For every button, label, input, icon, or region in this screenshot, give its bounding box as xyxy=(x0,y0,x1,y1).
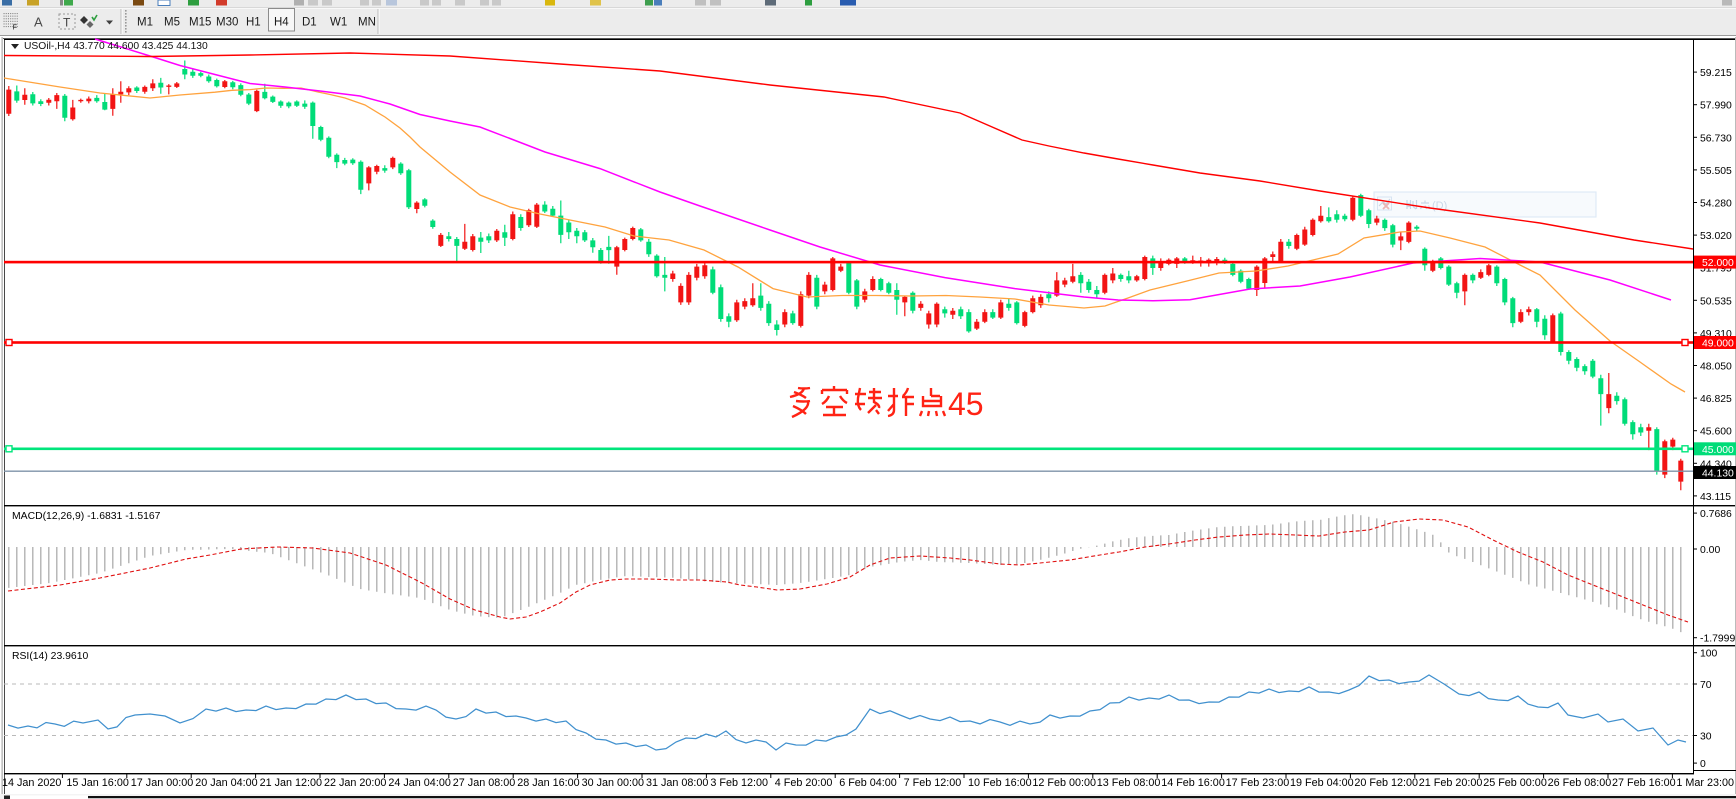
svg-text:44.130: 44.130 xyxy=(1702,469,1734,480)
svg-text:28 Jan 16:00: 28 Jan 16:00 xyxy=(517,777,579,789)
svg-text:17 Jan 00:00: 17 Jan 00:00 xyxy=(131,777,193,789)
svg-text:-1.7999: -1.7999 xyxy=(1700,634,1735,645)
svg-text:52.000: 52.000 xyxy=(1702,258,1734,269)
svg-text:0.7686: 0.7686 xyxy=(1700,509,1732,520)
svg-text:15 Jan 16:00: 15 Jan 16:00 xyxy=(66,777,128,789)
svg-text:19 Feb 04:00: 19 Feb 04:00 xyxy=(1290,777,1354,789)
svg-text:10 Feb 16:00: 10 Feb 16:00 xyxy=(968,777,1032,789)
svg-text:M5: M5 xyxy=(164,17,180,29)
svg-text:30: 30 xyxy=(1700,732,1712,743)
svg-text:0.00: 0.00 xyxy=(1700,545,1720,556)
svg-text:25 Feb 00:00: 25 Feb 00:00 xyxy=(1483,777,1547,789)
svg-text:3 Feb 12:00: 3 Feb 12:00 xyxy=(710,777,768,789)
svg-text:14 Jan 2020: 14 Jan 2020 xyxy=(2,777,61,789)
svg-text:57.990: 57.990 xyxy=(1700,101,1732,112)
svg-text:H4: H4 xyxy=(274,17,289,29)
svg-text:W1: W1 xyxy=(330,17,347,29)
svg-text:6 Feb 04:00: 6 Feb 04:00 xyxy=(839,777,897,789)
svg-text:21 Jan 12:00: 21 Jan 12:00 xyxy=(260,777,322,789)
svg-text:45: 45 xyxy=(948,386,984,422)
svg-text:27 Jan 08:00: 27 Jan 08:00 xyxy=(453,777,515,789)
svg-text:M1: M1 xyxy=(137,17,153,29)
svg-text:43.115: 43.115 xyxy=(1700,492,1731,503)
svg-text:D1: D1 xyxy=(302,17,317,29)
svg-text:51.795: 51.795 xyxy=(1700,264,1732,275)
svg-text:48.050: 48.050 xyxy=(1700,362,1732,373)
svg-text:56.730: 56.730 xyxy=(1700,133,1732,144)
svg-text:45.600: 45.600 xyxy=(1700,427,1732,438)
svg-text:MN: MN xyxy=(358,17,376,29)
svg-text:54.280: 54.280 xyxy=(1700,199,1732,210)
svg-text:20 Feb 12:00: 20 Feb 12:00 xyxy=(1354,777,1418,789)
svg-text:45.000: 45.000 xyxy=(1702,445,1734,456)
svg-text:F: F xyxy=(13,23,18,32)
svg-text:21 Feb 20:00: 21 Feb 20:00 xyxy=(1419,777,1483,789)
svg-text:46.825: 46.825 xyxy=(1700,394,1732,405)
svg-text:59.215: 59.215 xyxy=(1700,68,1732,79)
svg-text:26 Feb 08:00: 26 Feb 08:00 xyxy=(1548,777,1612,789)
svg-text:70: 70 xyxy=(1700,680,1712,691)
svg-text:100: 100 xyxy=(1700,649,1718,660)
svg-text:50.535: 50.535 xyxy=(1700,296,1732,307)
svg-text:22 Jan 20:00: 22 Jan 20:00 xyxy=(324,777,386,789)
svg-text:31 Jan 08:00: 31 Jan 08:00 xyxy=(646,777,708,789)
svg-text:12 Feb 00:00: 12 Feb 00:00 xyxy=(1032,777,1096,789)
svg-text:24 Jan 04:00: 24 Jan 04:00 xyxy=(388,777,450,789)
svg-text:55.505: 55.505 xyxy=(1700,166,1732,177)
svg-text:27 Feb 16:00: 27 Feb 16:00 xyxy=(1612,777,1676,789)
svg-text:M15: M15 xyxy=(189,17,211,29)
svg-text:0: 0 xyxy=(1700,759,1706,770)
svg-text:RSI(14) 23.9610: RSI(14) 23.9610 xyxy=(12,651,88,662)
svg-text:13 Feb 08:00: 13 Feb 08:00 xyxy=(1097,777,1161,789)
svg-text:14 Feb 16:00: 14 Feb 16:00 xyxy=(1161,777,1225,789)
svg-text:MACD(12,26,9) -1.6831 -1.5167: MACD(12,26,9) -1.6831 -1.5167 xyxy=(12,511,161,522)
svg-text:T: T xyxy=(63,16,71,30)
svg-text:49.310: 49.310 xyxy=(1700,329,1732,340)
svg-text:USOil-,H4 43.770 44.600 43.42: USOil-,H4 43.770 44.600 43.425 44.130 xyxy=(24,41,208,52)
svg-text:53.020: 53.020 xyxy=(1700,231,1732,242)
svg-text:49.000: 49.000 xyxy=(1702,339,1734,350)
svg-text:H1: H1 xyxy=(246,17,261,29)
svg-text:M30: M30 xyxy=(216,17,238,29)
svg-text:30 Jan 00:00: 30 Jan 00:00 xyxy=(582,777,644,789)
svg-text:4 Feb 20:00: 4 Feb 20:00 xyxy=(775,777,833,789)
svg-text:44.340: 44.340 xyxy=(1700,459,1732,470)
svg-text:17 Feb 23:00: 17 Feb 23:00 xyxy=(1226,777,1290,789)
svg-text:20 Jan 04:00: 20 Jan 04:00 xyxy=(195,777,257,789)
svg-text:7 Feb 12:00: 7 Feb 12:00 xyxy=(904,777,962,789)
svg-text:1 Mar 23:00: 1 Mar 23:00 xyxy=(1676,777,1734,789)
svg-text:A: A xyxy=(34,15,43,30)
